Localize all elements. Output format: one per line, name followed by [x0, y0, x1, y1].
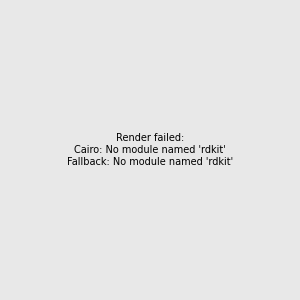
Text: Render failed:
Cairo: No module named 'rdkit'
Fallback: No module named 'rdkit': Render failed: Cairo: No module named 'r…: [67, 134, 233, 166]
